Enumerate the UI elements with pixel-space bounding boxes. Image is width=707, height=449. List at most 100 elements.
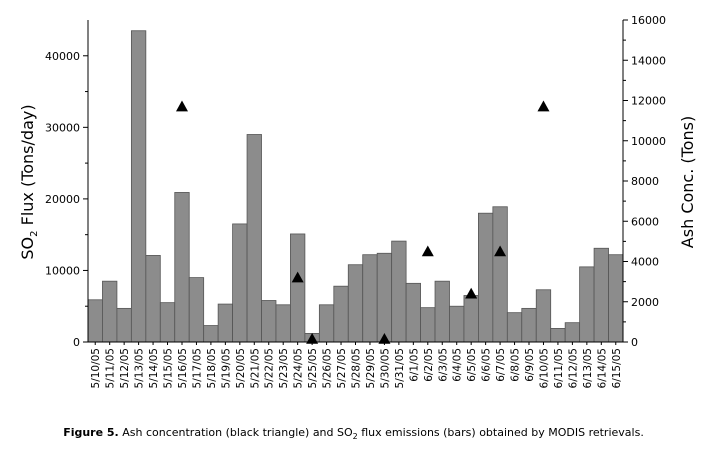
bar-6/4/05: [449, 305, 465, 343]
x-tick-label-5/28/05: 5/28/05: [351, 348, 363, 388]
left-tick-label: 20000: [45, 193, 80, 206]
bar-5/26/05: [318, 304, 335, 343]
bar-5/27/05: [333, 285, 349, 343]
bar-6/2/05: [420, 307, 436, 343]
right-axis-title: Ash Conc. (Tons): [678, 116, 697, 248]
bar-6/5/05: [463, 295, 479, 343]
triangle-marker-6/7/05: [494, 245, 507, 257]
bar-6/6/05: [478, 212, 494, 343]
right-tick-label: 2000: [631, 296, 659, 309]
right-tick-label: 16000: [631, 14, 666, 27]
x-tick-label-6/7/05: 6/7/05: [495, 348, 507, 382]
bar-5/22/05: [261, 300, 277, 343]
bar-5/10/05: [87, 299, 103, 343]
x-tick-label-5/21/05: 5/21/05: [249, 348, 261, 388]
left-y-tick-labels: 0 10000 20000 30000 40000: [45, 50, 80, 349]
x-tick-label-5/20/05: 5/20/05: [235, 348, 247, 388]
x-tick-label-6/8/05: 6/8/05: [510, 348, 522, 382]
x-tick-label-6/9/05: 6/9/05: [524, 348, 536, 382]
x-tick-label-5/30/05: 5/30/05: [379, 348, 391, 388]
x-tick-label-5/10/05: 5/10/05: [90, 348, 102, 388]
triangle-marker-6/5/05: [465, 287, 478, 299]
axes: [83, 19, 628, 345]
right-tick-label: 6000: [631, 215, 659, 228]
figure-caption: Figure 5. Ash concentration (black trian…: [0, 426, 707, 441]
right-tick-label: 12000: [631, 95, 666, 108]
x-tick-label-5/31/05: 5/31/05: [394, 348, 406, 388]
bar-5/19/05: [217, 303, 233, 343]
bar-5/31/05: [391, 240, 407, 343]
x-tick-label-5/22/05: 5/22/05: [264, 348, 276, 388]
bar-5/21/05: [246, 134, 262, 343]
x-tick-label-6/2/05: 6/2/05: [423, 348, 435, 382]
x-tick-label-6/4/05: 6/4/05: [452, 348, 464, 382]
x-tick-label-6/12/05: 6/12/05: [567, 348, 579, 388]
bar-6/11/05: [550, 328, 566, 343]
bar-6/15/05: [608, 254, 624, 343]
left-tick-label: 30000: [45, 121, 80, 134]
bar-5/17/05: [188, 277, 205, 343]
x-tick-label-5/27/05: 5/27/05: [336, 348, 348, 388]
bar-5/12/05: [116, 307, 132, 343]
bar-5/23/05: [275, 304, 291, 343]
caption-text-a: Ash concentration (black triangle) and S…: [118, 426, 353, 439]
x-tick-label-5/11/05: 5/11/05: [105, 348, 117, 388]
x-tick-label-5/25/05: 5/25/05: [307, 348, 319, 388]
bar-6/3/05: [434, 280, 450, 343]
x-tick-label-6/1/05: 6/1/05: [408, 348, 420, 382]
triangle-marker-5/24/05: [291, 271, 304, 283]
x-tick-label-6/14/05: 6/14/05: [596, 348, 608, 388]
x-tick-label-5/15/05: 5/15/05: [163, 348, 175, 388]
caption-subscript: 2: [352, 432, 358, 442]
bar-5/15/05: [159, 302, 176, 343]
bar-5/13/05: [130, 30, 147, 343]
bar-5/28/05: [347, 264, 364, 343]
x-tick-label-5/23/05: 5/23/05: [278, 348, 290, 388]
left-tick-label: 0: [73, 336, 80, 349]
x-tick-label-5/16/05: 5/16/05: [177, 348, 189, 388]
left-tick-label: 40000: [45, 50, 80, 63]
bar-6/12/05: [564, 322, 581, 343]
bar-5/16/05: [174, 192, 190, 343]
triangle-marker-5/25/05: [306, 332, 319, 344]
x-tick-label-5/12/05: 5/12/05: [119, 348, 131, 388]
bar-6/1/05: [405, 282, 421, 343]
x-tick-labels: 5/10/05 5/11/05 5/12/05 5/13/05 5/14/05 5/15/…: [90, 348, 623, 388]
triangle-marker-5/30/05: [378, 332, 391, 344]
right-tick-label: 4000: [631, 256, 659, 269]
right-tick-label: 0: [631, 336, 638, 349]
right-tick-label: 8000: [631, 175, 659, 188]
x-tick-label-5/26/05: 5/26/05: [322, 348, 334, 388]
bar-5/30/05: [376, 252, 393, 343]
caption-text-b: flux emissions (bars) obtained by MODIS …: [357, 426, 644, 439]
bar-5/14/05: [145, 255, 161, 343]
x-tick-label-5/29/05: 5/29/05: [365, 348, 377, 388]
x-tick-label-5/14/05: 5/14/05: [148, 348, 160, 388]
caption-label: Figure 5.: [63, 426, 119, 439]
bar-6/14/05: [593, 247, 609, 343]
bar-6/8/05: [506, 312, 523, 343]
left-tick-label: 10000: [45, 264, 80, 277]
triangle-series: [175, 100, 550, 344]
x-tick-label-6/5/05: 6/5/05: [466, 348, 478, 382]
bar-5/24/05: [290, 233, 306, 343]
x-tick-label-6/11/05: 6/11/05: [553, 348, 565, 388]
x-tick-label-5/13/05: 5/13/05: [134, 348, 146, 388]
bar-5/18/05: [203, 325, 219, 343]
x-tick-label-5/24/05: 5/24/05: [293, 348, 305, 388]
right-y-tick-labels: 0 2000 4000 6000 8000 10000 12000 14000 16000: [631, 14, 666, 349]
triangle-marker-5/16/05: [175, 100, 188, 112]
bar-5/29/05: [362, 254, 378, 343]
triangle-marker-6/10/05: [537, 100, 550, 112]
triangle-marker-6/2/05: [421, 245, 434, 257]
x-tick-label-6/13/05: 6/13/05: [582, 348, 594, 388]
x-tick-label-6/6/05: 6/6/05: [481, 348, 493, 382]
bar-6/13/05: [579, 266, 595, 343]
x-tick-label-6/10/05: 6/10/05: [538, 348, 550, 388]
chart: 5/10/05 5/11/05 5/12/05 5/13/05 5/14/05 5/15/…: [18, 14, 697, 388]
bar-6/7/05: [492, 206, 508, 343]
x-tick-label-5/17/05: 5/17/05: [191, 348, 203, 388]
bar-6/9/05: [521, 307, 537, 343]
bar-6/10/05: [535, 289, 552, 343]
x-tick-label-6/3/05: 6/3/05: [437, 348, 449, 382]
